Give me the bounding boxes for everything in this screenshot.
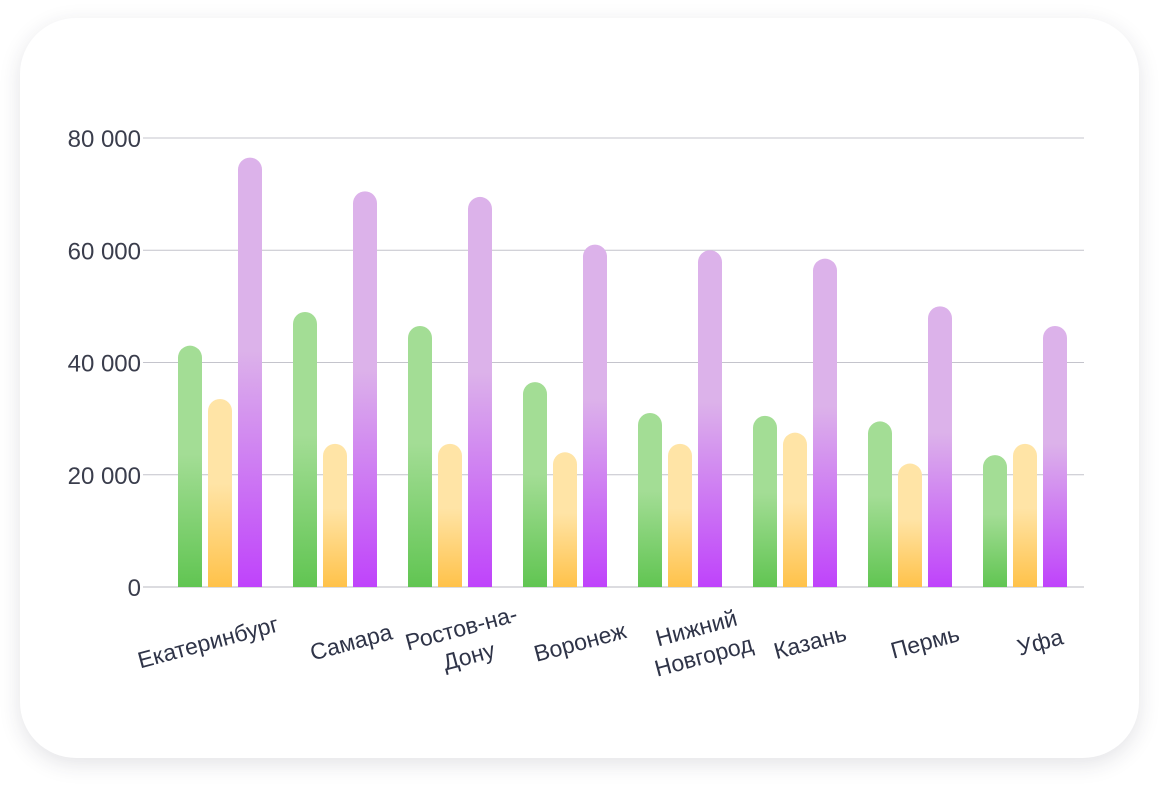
bar bbox=[753, 415, 777, 587]
bar bbox=[468, 196, 492, 587]
x-tick-label: НижнийНовгород bbox=[644, 602, 756, 681]
bar bbox=[438, 443, 462, 587]
x-tick-label: Казань bbox=[771, 620, 849, 664]
bar bbox=[638, 413, 662, 587]
x-tick-label: Ростов-на-Дону bbox=[402, 601, 527, 684]
bars bbox=[178, 157, 1067, 588]
bar bbox=[553, 452, 577, 587]
bar bbox=[868, 421, 892, 587]
bar bbox=[408, 326, 432, 587]
bar bbox=[668, 443, 692, 587]
y-tick-label: 20 000 bbox=[68, 463, 141, 490]
bar bbox=[1013, 443, 1037, 587]
bar bbox=[813, 258, 837, 587]
bar bbox=[928, 306, 952, 587]
x-tick-label: Пермь bbox=[888, 620, 962, 663]
bar bbox=[983, 455, 1007, 587]
bar bbox=[898, 463, 922, 587]
bar bbox=[293, 311, 317, 587]
y-tick-label: 0 bbox=[128, 575, 141, 602]
bar bbox=[523, 382, 547, 587]
y-axis-tick-labels: 0 20 000 40 000 60 000 80 000 bbox=[68, 126, 141, 602]
x-tick-label: Самара bbox=[307, 619, 395, 666]
bar bbox=[353, 191, 377, 587]
x-tick-label: Екатеринбург bbox=[135, 611, 282, 674]
x-tick-label: Уфа bbox=[1014, 623, 1066, 660]
chart-card bbox=[20, 18, 1139, 758]
bar bbox=[698, 250, 722, 588]
x-axis-category-labels: Екатеринбург Самара Ростов-на-Дону Воронеж Н… bbox=[135, 601, 1066, 684]
bar bbox=[238, 157, 262, 587]
bar bbox=[783, 432, 807, 587]
x-tick-label: Воронеж bbox=[531, 617, 629, 667]
bar bbox=[1043, 326, 1067, 587]
bar bbox=[208, 398, 232, 587]
y-tick-label: 80 000 bbox=[68, 126, 141, 153]
bar bbox=[178, 345, 202, 587]
bar bbox=[583, 244, 607, 587]
bar bbox=[323, 443, 347, 587]
y-tick-label: 40 000 bbox=[68, 351, 141, 378]
y-tick-label: 60 000 bbox=[68, 238, 141, 265]
